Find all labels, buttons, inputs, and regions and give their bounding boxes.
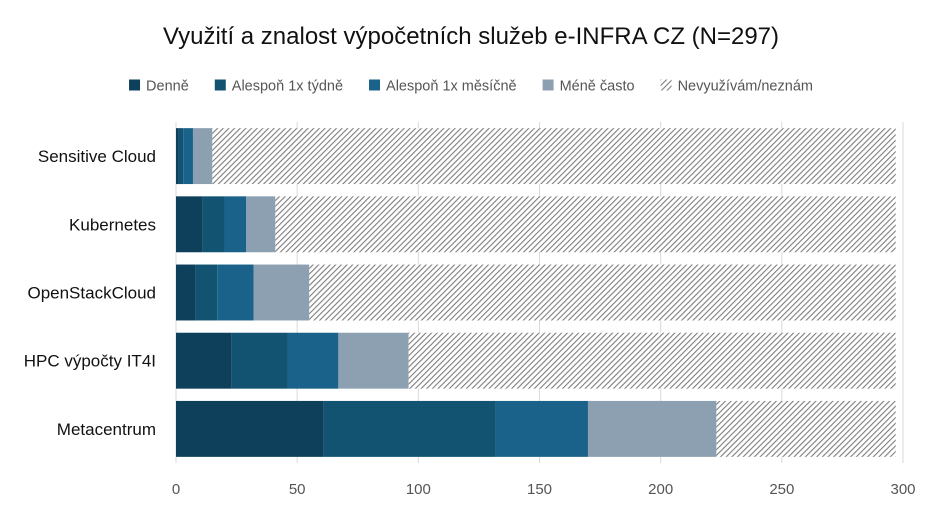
bar-segment [176,196,203,253]
category-label: Metacentrum [57,420,156,439]
bar-segment [176,264,196,321]
category-labels: Sensitive Cloud Kubernetes OpenStackCloud H… [24,147,156,439]
x-tick-label: 150 [527,481,552,498]
bar-segment [224,196,247,253]
category-label: HPC výpočty IT4I [24,352,156,371]
bar-segment [309,264,896,321]
bar-segment [231,332,288,389]
bar-segment [202,196,225,253]
bar-segment [195,264,218,321]
bar-segment [408,332,896,389]
x-tick-label: 50 [289,481,306,498]
bar-segment [178,128,184,185]
bar-segment [176,400,324,457]
category-label: OpenStackCloud [27,284,156,303]
bar-row [176,128,896,185]
bar-segment [246,196,276,253]
legend-swatch [369,79,381,91]
bar-segment [176,128,179,185]
x-axis-ticks: 0 50 100 150 200 250 300 [172,481,916,498]
legend-label: Méně často [560,79,635,95]
category-label: Kubernetes [69,215,156,234]
bar-row [176,264,896,321]
bar-segment [212,128,896,185]
legend-label: Alespoň 1x měsíčně [386,79,517,95]
bars [176,128,896,457]
bar-segment [253,264,310,321]
bar-segment [338,332,409,389]
legend-item: Nevyužívám/neznám [660,79,813,95]
legend-item: Denně [129,79,189,95]
bar-segment [716,400,896,457]
x-tick-label: 200 [648,481,673,498]
legend-swatch [542,79,554,91]
x-tick-label: 250 [769,481,794,498]
legend-swatch [214,79,226,91]
bar-row [176,332,896,389]
legend-label: Denně [146,79,189,95]
legend-label: Alespoň 1x týdně [232,79,343,95]
legend-swatch [129,79,141,91]
bar-segment [587,400,717,457]
legend-item: Alespoň 1x měsíčně [369,79,517,95]
category-label: Sensitive Cloud [38,147,156,166]
bar-segment [275,196,896,253]
legend-label: Nevyužívám/neznám [678,79,813,95]
legend-item: Alespoň 1x týdně [214,79,343,95]
x-tick-label: 0 [172,481,180,498]
bar-segment [192,128,213,185]
bar-segment [495,400,588,457]
legend-swatch [660,79,672,91]
bar-segment [176,332,232,389]
bar-row [176,196,896,253]
chart-title: Využití a znalost výpočetních služeb e-I… [163,23,779,50]
x-tick-label: 300 [890,481,915,498]
legend: Denně Alespoň 1x týdně Alespoň 1x měsíčně M… [129,79,813,95]
bar-segment [183,128,193,185]
legend-item: Méně často [542,79,635,95]
bar-row [176,400,896,457]
bar-segment [323,400,496,457]
bar-segment [217,264,254,321]
x-tick-label: 100 [406,481,431,498]
bar-segment [287,332,339,389]
